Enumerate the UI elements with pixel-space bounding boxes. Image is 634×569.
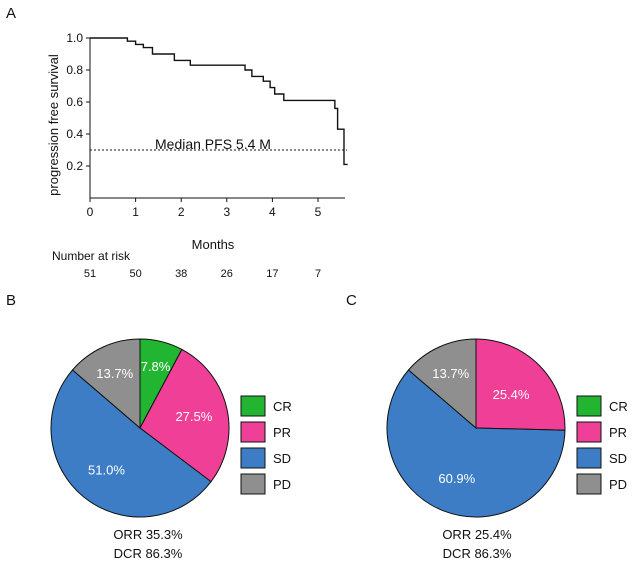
pie-c: 25.4% 60.9% 13.7% [386, 338, 566, 518]
slice-label-pr: 27.5% [175, 409, 212, 424]
legend-swatch-pr [576, 421, 602, 443]
y-ticks: 0.2 0.4 0.6 0.8 1.0 [66, 31, 90, 173]
y-axis-label: progression free survival [46, 54, 61, 196]
x-tick-label: 2 [178, 205, 185, 219]
legend-label-cr: CR [273, 399, 292, 414]
legend-c: CR PR SD PD [576, 395, 628, 495]
y-tick-label: 0.8 [66, 63, 83, 77]
legend-label-pd: PD [609, 477, 627, 492]
pie-slice-sd [386, 369, 566, 518]
legend-swatch-sd [240, 447, 266, 469]
x-ticks: 0 1 2 3 4 5 [87, 198, 322, 219]
slice-label-pd: 13.7% [432, 366, 469, 381]
risk-table-label: Number at risk [52, 249, 131, 263]
slice-label-sd: 51.0% [88, 463, 125, 478]
panel-letter-b: B [6, 292, 16, 309]
y-tick-label: 0.6 [66, 95, 83, 109]
panel-letter-a: A [6, 5, 16, 22]
legend-swatch-pd [576, 473, 602, 495]
legend-label-sd: SD [609, 451, 627, 466]
y-tick-label: 0.2 [66, 159, 83, 173]
risk-table-values: 51 50 38 26 17 7 [84, 268, 321, 280]
pie-slice-sd [50, 369, 212, 518]
pie-b: 7.8% 27.5% 51.0% 13.7% [50, 338, 230, 518]
legend-swatch-cr [576, 395, 602, 417]
risk-value: 38 [175, 268, 187, 280]
risk-value: 17 [266, 268, 278, 280]
summary-b-dcr: DCR 86.3% [114, 546, 183, 561]
summary-c-orr: ORR 25.4% [442, 527, 512, 542]
summary-b-orr: ORR 35.3% [113, 527, 183, 542]
pie-slice-pr [475, 338, 566, 431]
legend-label-pd: PD [273, 477, 291, 492]
y-tick-label: 1.0 [66, 31, 83, 45]
x-tick-label: 1 [132, 205, 139, 219]
summary-c-dcr: DCR 86.3% [443, 546, 512, 561]
y-tick-label: 0.4 [66, 127, 83, 141]
km-chart: 0.2 0.4 0.6 0.8 1.0 0 1 2 3 4 5 progression free … [46, 31, 348, 280]
x-tick-label: 0 [87, 205, 94, 219]
legend-label-cr: CR [609, 399, 628, 414]
risk-value: 7 [315, 268, 321, 280]
risk-value: 26 [221, 268, 233, 280]
pie-slice-pd [407, 338, 477, 430]
legend-swatch-cr [240, 395, 266, 417]
median-annotation: Median PFS 5.4 M [155, 136, 271, 152]
legend-swatch-pd [240, 473, 266, 495]
legend-b: CR PR SD PD [240, 395, 292, 495]
pie-slice-pd [71, 338, 141, 430]
legend-label-sd: SD [273, 451, 291, 466]
slice-label-pd: 13.7% [96, 366, 133, 381]
slice-label-pr: 25.4% [493, 387, 530, 402]
pie-slice-pr [139, 348, 230, 483]
legend-swatch-pr [240, 421, 266, 443]
panel-letter-c: C [346, 292, 357, 309]
slice-label-sd: 60.9% [438, 471, 475, 486]
risk-value: 50 [129, 268, 141, 280]
legend-swatch-sd [576, 447, 602, 469]
risk-value: 51 [84, 268, 96, 280]
survival-step-line [90, 37, 348, 166]
x-tick-label: 4 [269, 205, 276, 219]
x-tick-label: 5 [315, 205, 322, 219]
x-axis-label: Months [192, 237, 235, 252]
legend-label-pr: PR [273, 425, 291, 440]
x-tick-label: 3 [223, 205, 230, 219]
slice-label-cr: 7.8% [141, 359, 171, 374]
legend-label-pr: PR [609, 425, 627, 440]
